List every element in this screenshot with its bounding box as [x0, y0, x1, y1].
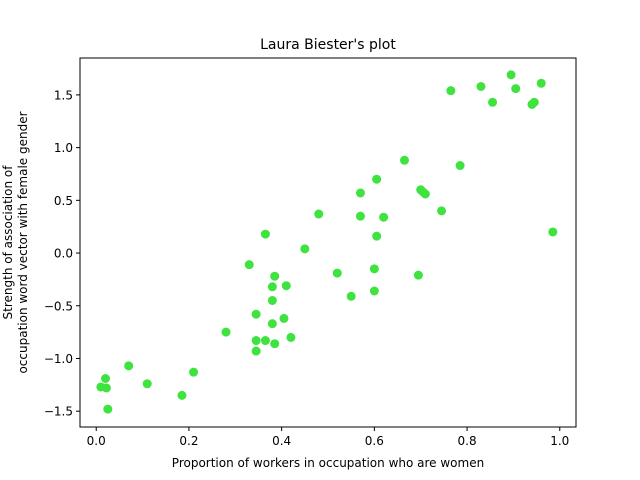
data-point-43 — [488, 97, 498, 107]
y-tick-label: −0.5 — [44, 299, 73, 313]
data-point-24 — [314, 209, 324, 219]
data-point-20 — [279, 313, 289, 323]
y-tick-label: 1.0 — [54, 141, 73, 155]
x-tick-label: 0.4 — [272, 434, 291, 448]
x-tick-label: 0.2 — [179, 434, 198, 448]
data-point-40 — [446, 86, 456, 96]
y-axis-ticks: −1.5 −1.0 −0.5 0.0 0.5 1.0 1.5 — [44, 88, 80, 419]
y-tick-label: −1.0 — [44, 352, 73, 366]
data-point-10 — [251, 309, 261, 319]
plot-area-frame — [79, 57, 577, 428]
data-point-17 — [267, 319, 277, 329]
data-point-21 — [281, 281, 291, 291]
data-point-2 — [101, 383, 111, 393]
data-point-9 — [244, 260, 254, 270]
x-tick-label: 0.0 — [87, 434, 106, 448]
x-axis-ticks: 0.0 0.2 0.4 0.6 0.8 1.0 — [87, 427, 569, 448]
data-point-12 — [251, 346, 261, 356]
data-point-34 — [399, 155, 409, 165]
data-point-25 — [332, 268, 342, 278]
x-tick-label: 1.0 — [550, 434, 569, 448]
data-point-8 — [221, 327, 231, 337]
data-point-27 — [355, 188, 365, 198]
y-tick-label: −1.5 — [44, 405, 73, 419]
data-point-26 — [346, 291, 356, 301]
data-point-15 — [267, 282, 277, 292]
data-point-42 — [476, 81, 486, 91]
data-point-4 — [124, 361, 134, 371]
x-tick-label: 0.6 — [365, 434, 384, 448]
data-point-45 — [511, 84, 521, 94]
data-points — [96, 70, 558, 414]
data-point-32 — [372, 231, 382, 241]
data-point-3 — [103, 404, 113, 414]
data-point-28 — [355, 211, 365, 221]
data-point-33 — [379, 212, 389, 222]
y-axis-label-line-1: Strength of association of — [1, 165, 15, 320]
data-point-14 — [260, 336, 270, 346]
data-point-29 — [369, 264, 379, 274]
y-tick-label: 1.5 — [54, 88, 73, 102]
data-point-1 — [101, 374, 110, 383]
data-point-48 — [536, 78, 546, 88]
data-point-47 — [529, 97, 539, 107]
data-point-38 — [420, 189, 430, 199]
data-point-19 — [270, 339, 280, 349]
data-point-11 — [251, 336, 261, 346]
data-point-18 — [270, 271, 280, 281]
data-point-49 — [548, 227, 558, 237]
y-tick-label: 0.0 — [54, 247, 73, 261]
data-point-35 — [413, 270, 423, 280]
x-tick-label: 0.8 — [458, 434, 477, 448]
x-axis-label: Proportion of workers in occupation who … — [172, 456, 484, 470]
data-point-7 — [189, 367, 199, 377]
data-point-6 — [177, 390, 187, 400]
data-point-44 — [506, 70, 516, 80]
data-point-39 — [437, 206, 447, 216]
data-point-5 — [142, 379, 152, 389]
data-point-31 — [372, 174, 382, 184]
data-point-13 — [260, 229, 270, 239]
chart-title: Laura Biester's plot — [260, 37, 396, 53]
data-point-23 — [300, 244, 310, 254]
data-point-16 — [267, 295, 277, 305]
data-point-41 — [455, 161, 465, 171]
y-axis-label-line-2: occupation word vector with female gende… — [16, 111, 30, 373]
y-tick-label: 0.5 — [54, 194, 73, 208]
data-point-30 — [369, 286, 379, 296]
data-point-22 — [286, 332, 296, 342]
